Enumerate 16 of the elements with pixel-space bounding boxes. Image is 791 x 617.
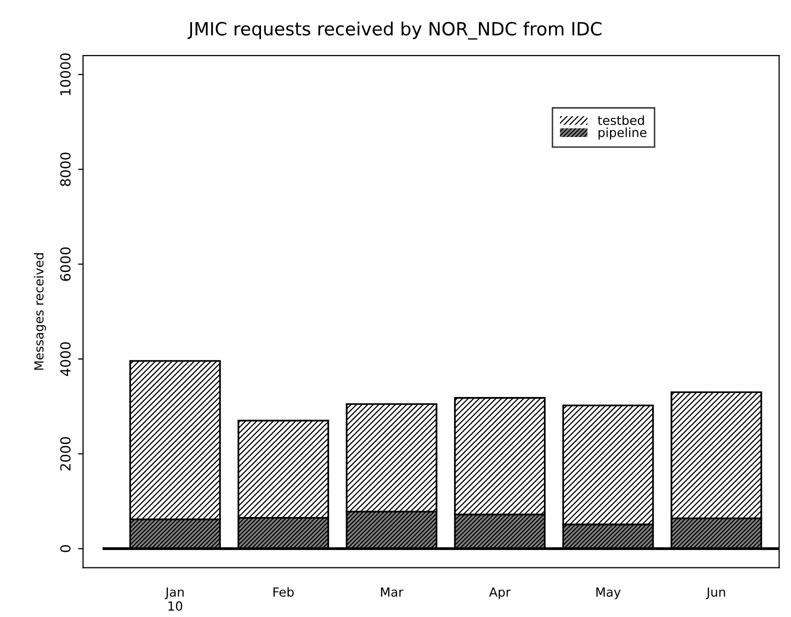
x-tick-label: Jan 10 [164,587,184,611]
x-tick-label: Mar [381,587,404,597]
y-tick-label: 8000 [60,152,71,186]
legend-label: testbed [598,115,644,126]
y-tick-label: 6000 [60,247,71,281]
x-tick-label: Apr [489,587,511,600]
y-tick-label: 2000 [60,437,71,470]
x-tick-label: May [596,587,621,600]
y-tick-label: 10000 [60,53,71,96]
legend-label: pipeline [598,127,646,140]
y-tick-label: 4000 [60,342,71,376]
x-tick-label: Feb [273,587,294,597]
y-axis-title: Messages received [34,253,46,370]
chart-title: JMIC requests received by NOR_NDC from IDC [188,22,602,40]
y-tick-label: 0 [60,545,71,552]
x-tick-label: Jun [706,587,726,600]
